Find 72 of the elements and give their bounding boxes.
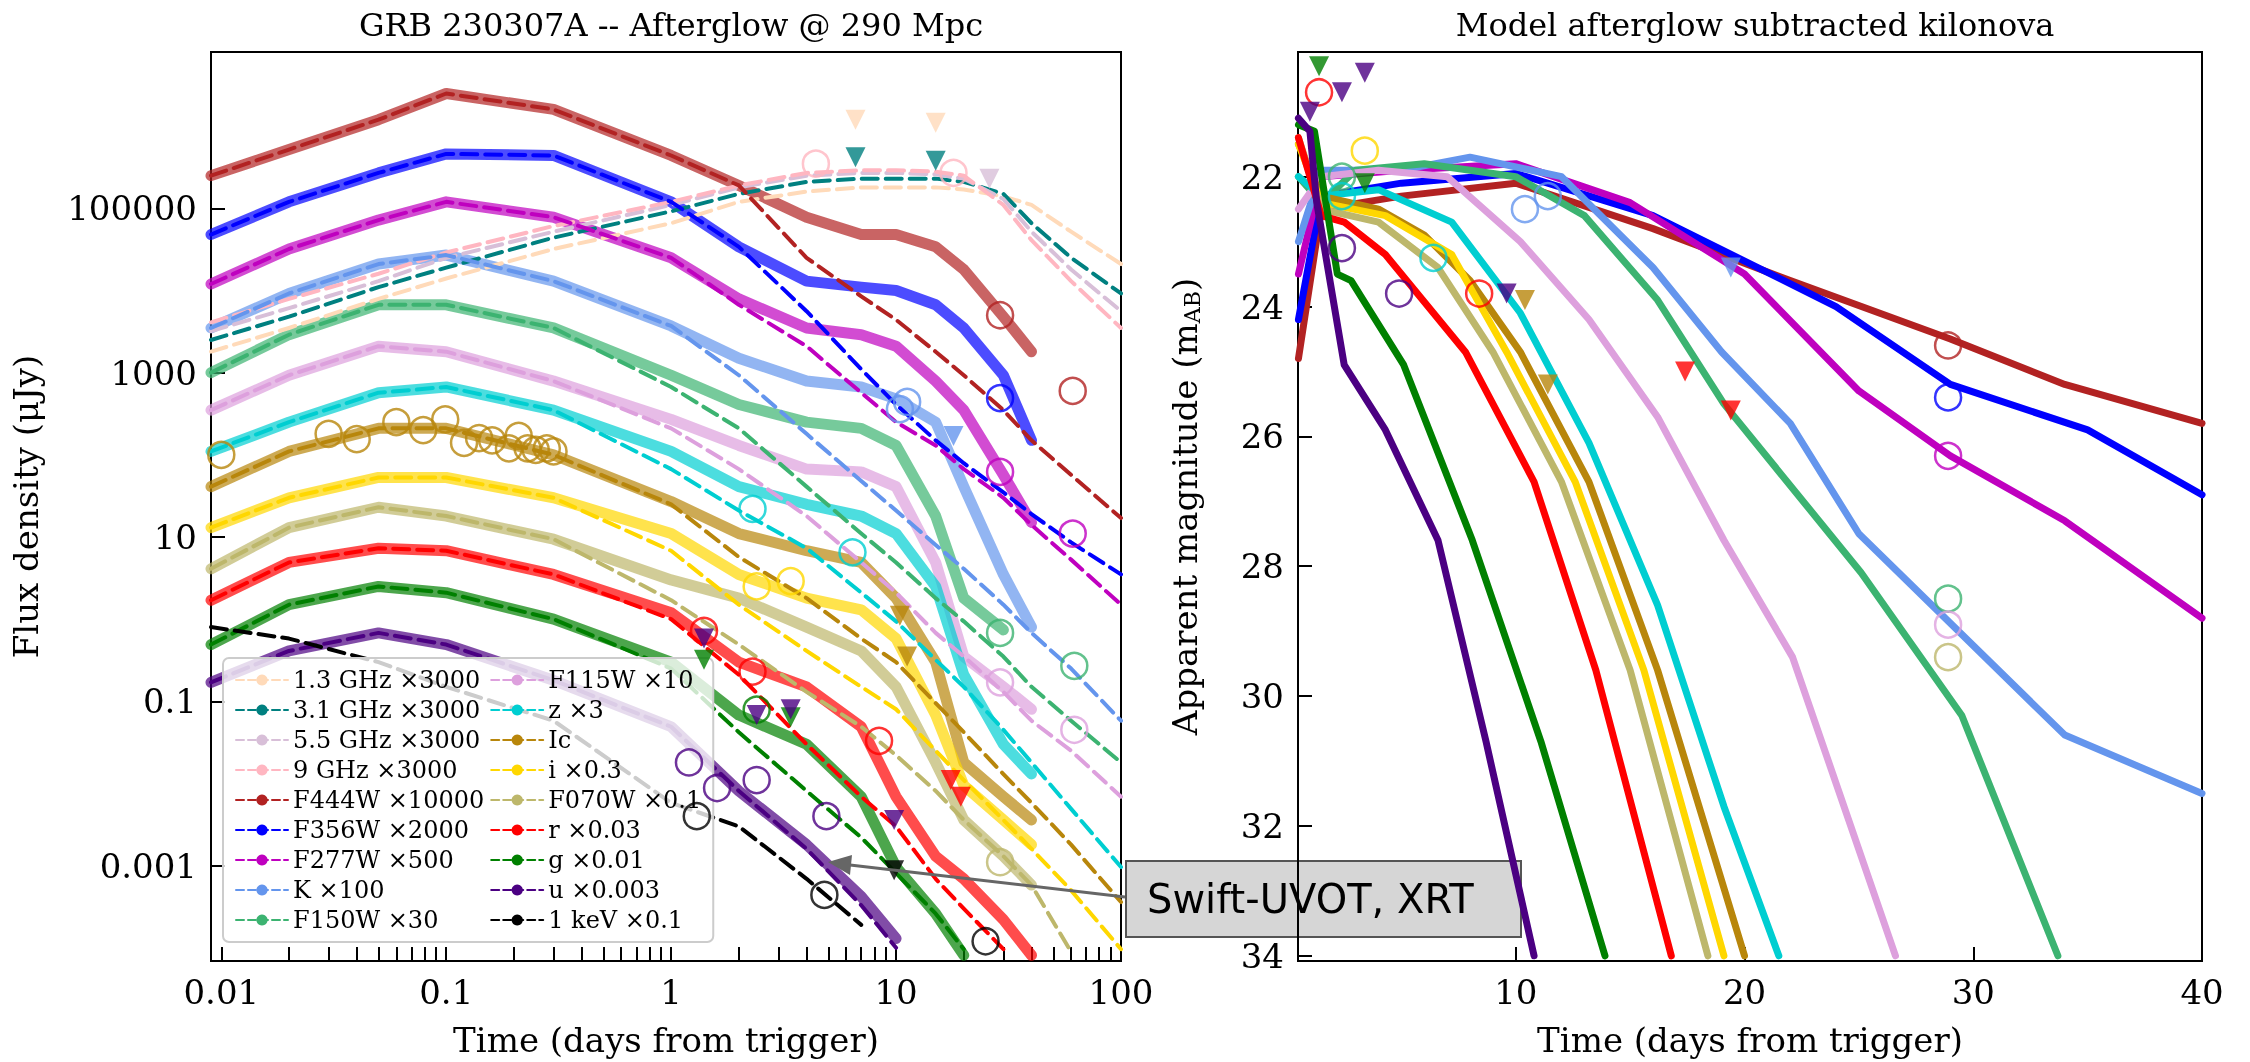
legend-label: F115W ×10 <box>548 666 694 694</box>
legend-label: 5.5 GHz ×3000 <box>293 726 481 754</box>
y-axis-title: Flux density (μJy) <box>6 354 46 659</box>
y-tick-label: 30 <box>1240 676 1284 717</box>
legend-label: F277W ×500 <box>293 846 454 874</box>
point <box>1933 642 1963 672</box>
legend-label: i ×0.3 <box>548 756 622 784</box>
y-tick-label: 0.001 <box>99 845 197 886</box>
x-tick-label: 10 <box>1494 972 1538 1012</box>
legend-label: 1 keV ×0.1 <box>548 906 684 934</box>
x-tick-label: 0.01 <box>183 972 260 1012</box>
chart-title: Model afterglow subtracted kilonova <box>1455 6 2055 44</box>
legend-label: g ×0.01 <box>548 846 645 874</box>
y-tick-label: 34 <box>1240 935 1284 976</box>
y-tick-label: 22 <box>1240 156 1284 197</box>
legend-label: F150W ×30 <box>293 906 439 934</box>
point <box>1327 162 1357 191</box>
y-tick-label: 28 <box>1240 546 1284 587</box>
legend-label: r ×0.03 <box>548 816 641 844</box>
x-axis-title: Time (days from trigger) <box>453 1020 879 1060</box>
point <box>1354 62 1375 83</box>
y-tick-label: 24 <box>1240 286 1284 327</box>
point <box>1675 361 1696 382</box>
x-tick-label: 10 <box>874 972 918 1012</box>
point <box>1720 400 1741 421</box>
x-tick-label: 0.1 <box>419 972 474 1012</box>
point <box>1384 279 1414 308</box>
point <box>1354 173 1375 194</box>
legend-label: 1.3 GHz ×3000 <box>293 666 481 694</box>
point <box>1510 194 1540 224</box>
legend-label: z ×3 <box>548 696 604 724</box>
point <box>1327 233 1357 263</box>
point <box>1533 181 1563 211</box>
x-tick-label: 40 <box>2180 972 2224 1012</box>
x-tick-label: 100 <box>1088 972 1154 1012</box>
point <box>1327 181 1357 211</box>
point <box>1309 56 1330 77</box>
point <box>1299 101 1320 122</box>
chart-title: GRB 230307A -- Afterglow @ 290 Mpc <box>358 6 984 44</box>
point <box>1350 136 1380 165</box>
point <box>1419 243 1448 273</box>
y-tick-label: 100000 <box>67 188 197 229</box>
legend-label: F070W ×0.1 <box>548 786 702 814</box>
point <box>1537 374 1558 395</box>
y-tick-label: 0.1 <box>142 681 197 722</box>
y-tick-label: 32 <box>1240 805 1284 846</box>
point <box>1514 290 1535 311</box>
legend-label: Ic <box>548 726 572 754</box>
point <box>1496 283 1517 304</box>
point <box>1933 383 1963 412</box>
point <box>1720 257 1741 278</box>
point <box>1331 82 1352 103</box>
point <box>1933 584 1963 613</box>
point <box>1933 610 1963 639</box>
x-tick-label: 30 <box>1951 972 1995 1012</box>
y-tick-label: 1000 <box>110 352 197 393</box>
legend-label: 9 GHz ×3000 <box>293 756 458 784</box>
legend-label: K ×100 <box>293 876 385 904</box>
point <box>1304 78 1334 107</box>
y-axis-title: Apparent magnitude (mAB) <box>1165 277 1206 737</box>
x-tick-label: 1 <box>660 972 682 1012</box>
legend-label: F356W ×2000 <box>293 816 469 844</box>
point <box>1464 279 1494 308</box>
y-tick-label: 10 <box>153 516 197 557</box>
legend-label: u ×0.003 <box>548 876 661 904</box>
x-axis-title: Time (days from trigger) <box>1537 1020 1963 1060</box>
legend-label: F444W ×10000 <box>293 786 485 814</box>
point <box>1933 441 1963 471</box>
legend-label: 3.1 GHz ×3000 <box>293 696 481 724</box>
y-tick-label: 26 <box>1240 416 1284 457</box>
point <box>1933 331 1963 360</box>
x-tick-label: 20 <box>1722 972 1767 1012</box>
